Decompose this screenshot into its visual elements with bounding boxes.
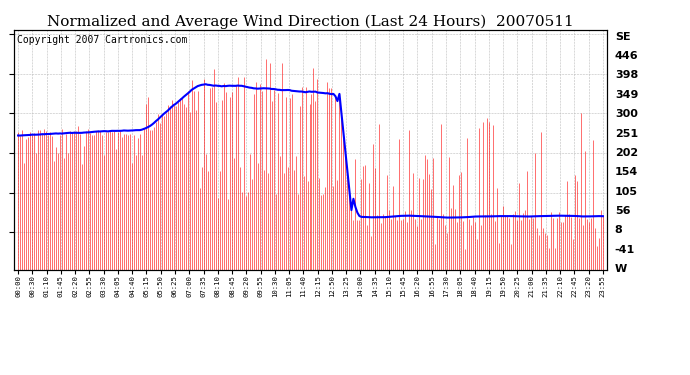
Text: Copyright 2007 Cartronics.com: Copyright 2007 Cartronics.com [17,35,187,45]
Title: Normalized and Average Wind Direction (Last 24 Hours)  20070511: Normalized and Average Wind Direction (L… [47,15,574,29]
